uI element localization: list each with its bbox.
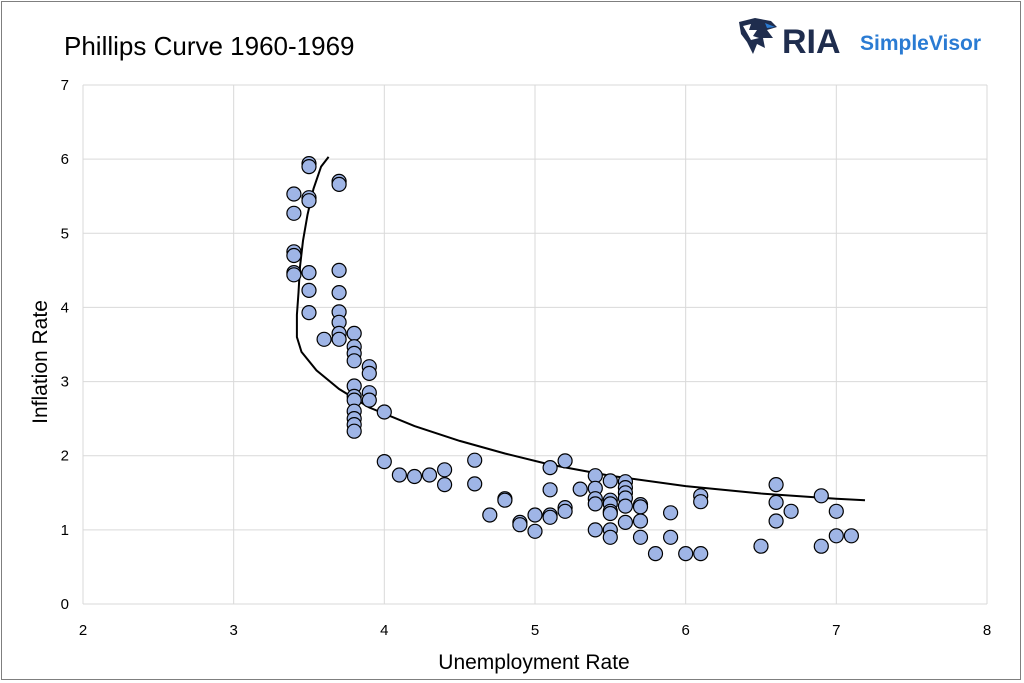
trendline: [295, 156, 866, 502]
scatter-point: [617, 514, 634, 531]
y-tick-label: 7: [61, 77, 69, 94]
y-tick-label: 6: [61, 151, 69, 168]
scatter-point: [602, 529, 618, 545]
logo-simplevisor: SimpleVisor: [860, 32, 981, 55]
scatter-point: [361, 392, 377, 408]
y-axis-title: Inflation Rate: [29, 300, 52, 424]
scatter-point: [662, 529, 679, 545]
scatter-point: [542, 509, 558, 525]
x-tick-label: 7: [832, 622, 840, 639]
grid-layer: [83, 84, 988, 604]
scatter-point: [557, 503, 573, 519]
scatter-point: [331, 176, 347, 192]
scatter-point: [753, 538, 769, 554]
scatter-point: [331, 262, 347, 278]
x-tick-label: 4: [380, 622, 388, 639]
scatter-point: [286, 186, 302, 202]
scatter-point: [587, 522, 603, 538]
chart-title: Phillips Curve 1960-1969: [64, 31, 355, 61]
scatter-point: [632, 529, 649, 545]
scatter-point: [301, 282, 317, 298]
scatter-point: [843, 528, 860, 544]
y-tick-label: 1: [61, 522, 69, 539]
scatter-point: [301, 265, 317, 281]
scatter-point: [617, 498, 634, 514]
scatter-point: [331, 285, 347, 301]
axis-layer: [82, 85, 987, 605]
logo: RIA SimpleVisor: [739, 18, 981, 61]
scatter-point: [693, 494, 709, 510]
scatter-point: [286, 205, 302, 221]
scatter-point: [768, 494, 784, 510]
scatter-point: [768, 477, 784, 493]
scatter-point: [602, 473, 618, 489]
scatter-point: [693, 545, 709, 562]
y-tick-label: 3: [61, 374, 69, 391]
scatter-point: [828, 503, 844, 519]
y-tick-label: 5: [61, 225, 69, 242]
scatter-point: [316, 331, 332, 347]
x-tick-label: 2: [79, 622, 87, 639]
scatter-point: [632, 513, 649, 529]
y-tick-label: 4: [61, 299, 69, 316]
scatter-point: [286, 267, 302, 283]
scatter-point: [421, 467, 438, 483]
tick-labels-layer: 2 3 4 5 6 7 8 0 1 2 3 4 5 6 7: [61, 77, 992, 639]
scatter-point: [527, 507, 543, 523]
scatter-point: [632, 499, 649, 515]
scatter-point: [678, 545, 694, 562]
logo-ria: RIA: [782, 23, 841, 61]
scatter-point: [662, 505, 679, 521]
eagle-head-icon: [739, 18, 777, 54]
scatter-point: [346, 423, 362, 439]
y-tick-label: 2: [61, 448, 69, 465]
scatter-point: [587, 468, 603, 484]
scatter-point: [301, 159, 317, 175]
x-tick-label: 3: [229, 622, 237, 639]
scatter-point: [813, 538, 829, 554]
scatter-point: [391, 467, 407, 483]
trendline-layer: [295, 156, 866, 502]
scatter-point: [361, 365, 377, 381]
scatter-point: [482, 507, 498, 523]
scatter-point: [542, 460, 558, 476]
scatter-point: [497, 492, 513, 508]
x-tick-label: 8: [983, 622, 991, 639]
scatter-point: [512, 517, 528, 533]
scatter-point: [467, 452, 483, 468]
x-axis-title: Unemployment Rate: [438, 651, 629, 674]
scatter-point: [286, 247, 302, 264]
scatter-point: [467, 476, 483, 492]
scatter-point: [783, 503, 799, 519]
scatter-point: [301, 305, 317, 321]
scatter-points-layer: [286, 156, 860, 562]
scatter-point: [768, 513, 784, 529]
x-tick-label: 5: [531, 622, 539, 639]
scatter-point: [587, 496, 603, 512]
x-tick-label: 6: [681, 622, 689, 639]
scatter-point: [542, 482, 558, 498]
scatter-point: [813, 488, 829, 504]
scatter-point: [602, 505, 618, 522]
scatter-point: [376, 454, 392, 470]
scatter-point: [828, 528, 844, 544]
scatter-point: [331, 331, 347, 347]
scatter-point: [346, 353, 362, 369]
scatter-point: [437, 477, 453, 493]
scatter-point: [527, 523, 543, 539]
scatter-point: [437, 462, 453, 478]
scatter-point: [557, 453, 573, 469]
scatter-point: [346, 325, 362, 341]
scatter-point: [376, 404, 392, 420]
scatter-point: [647, 545, 664, 562]
scatter-point: [572, 481, 588, 497]
scatter-point: [406, 468, 423, 485]
scatter-point: [301, 193, 317, 209]
y-tick-label: 0: [61, 596, 69, 613]
